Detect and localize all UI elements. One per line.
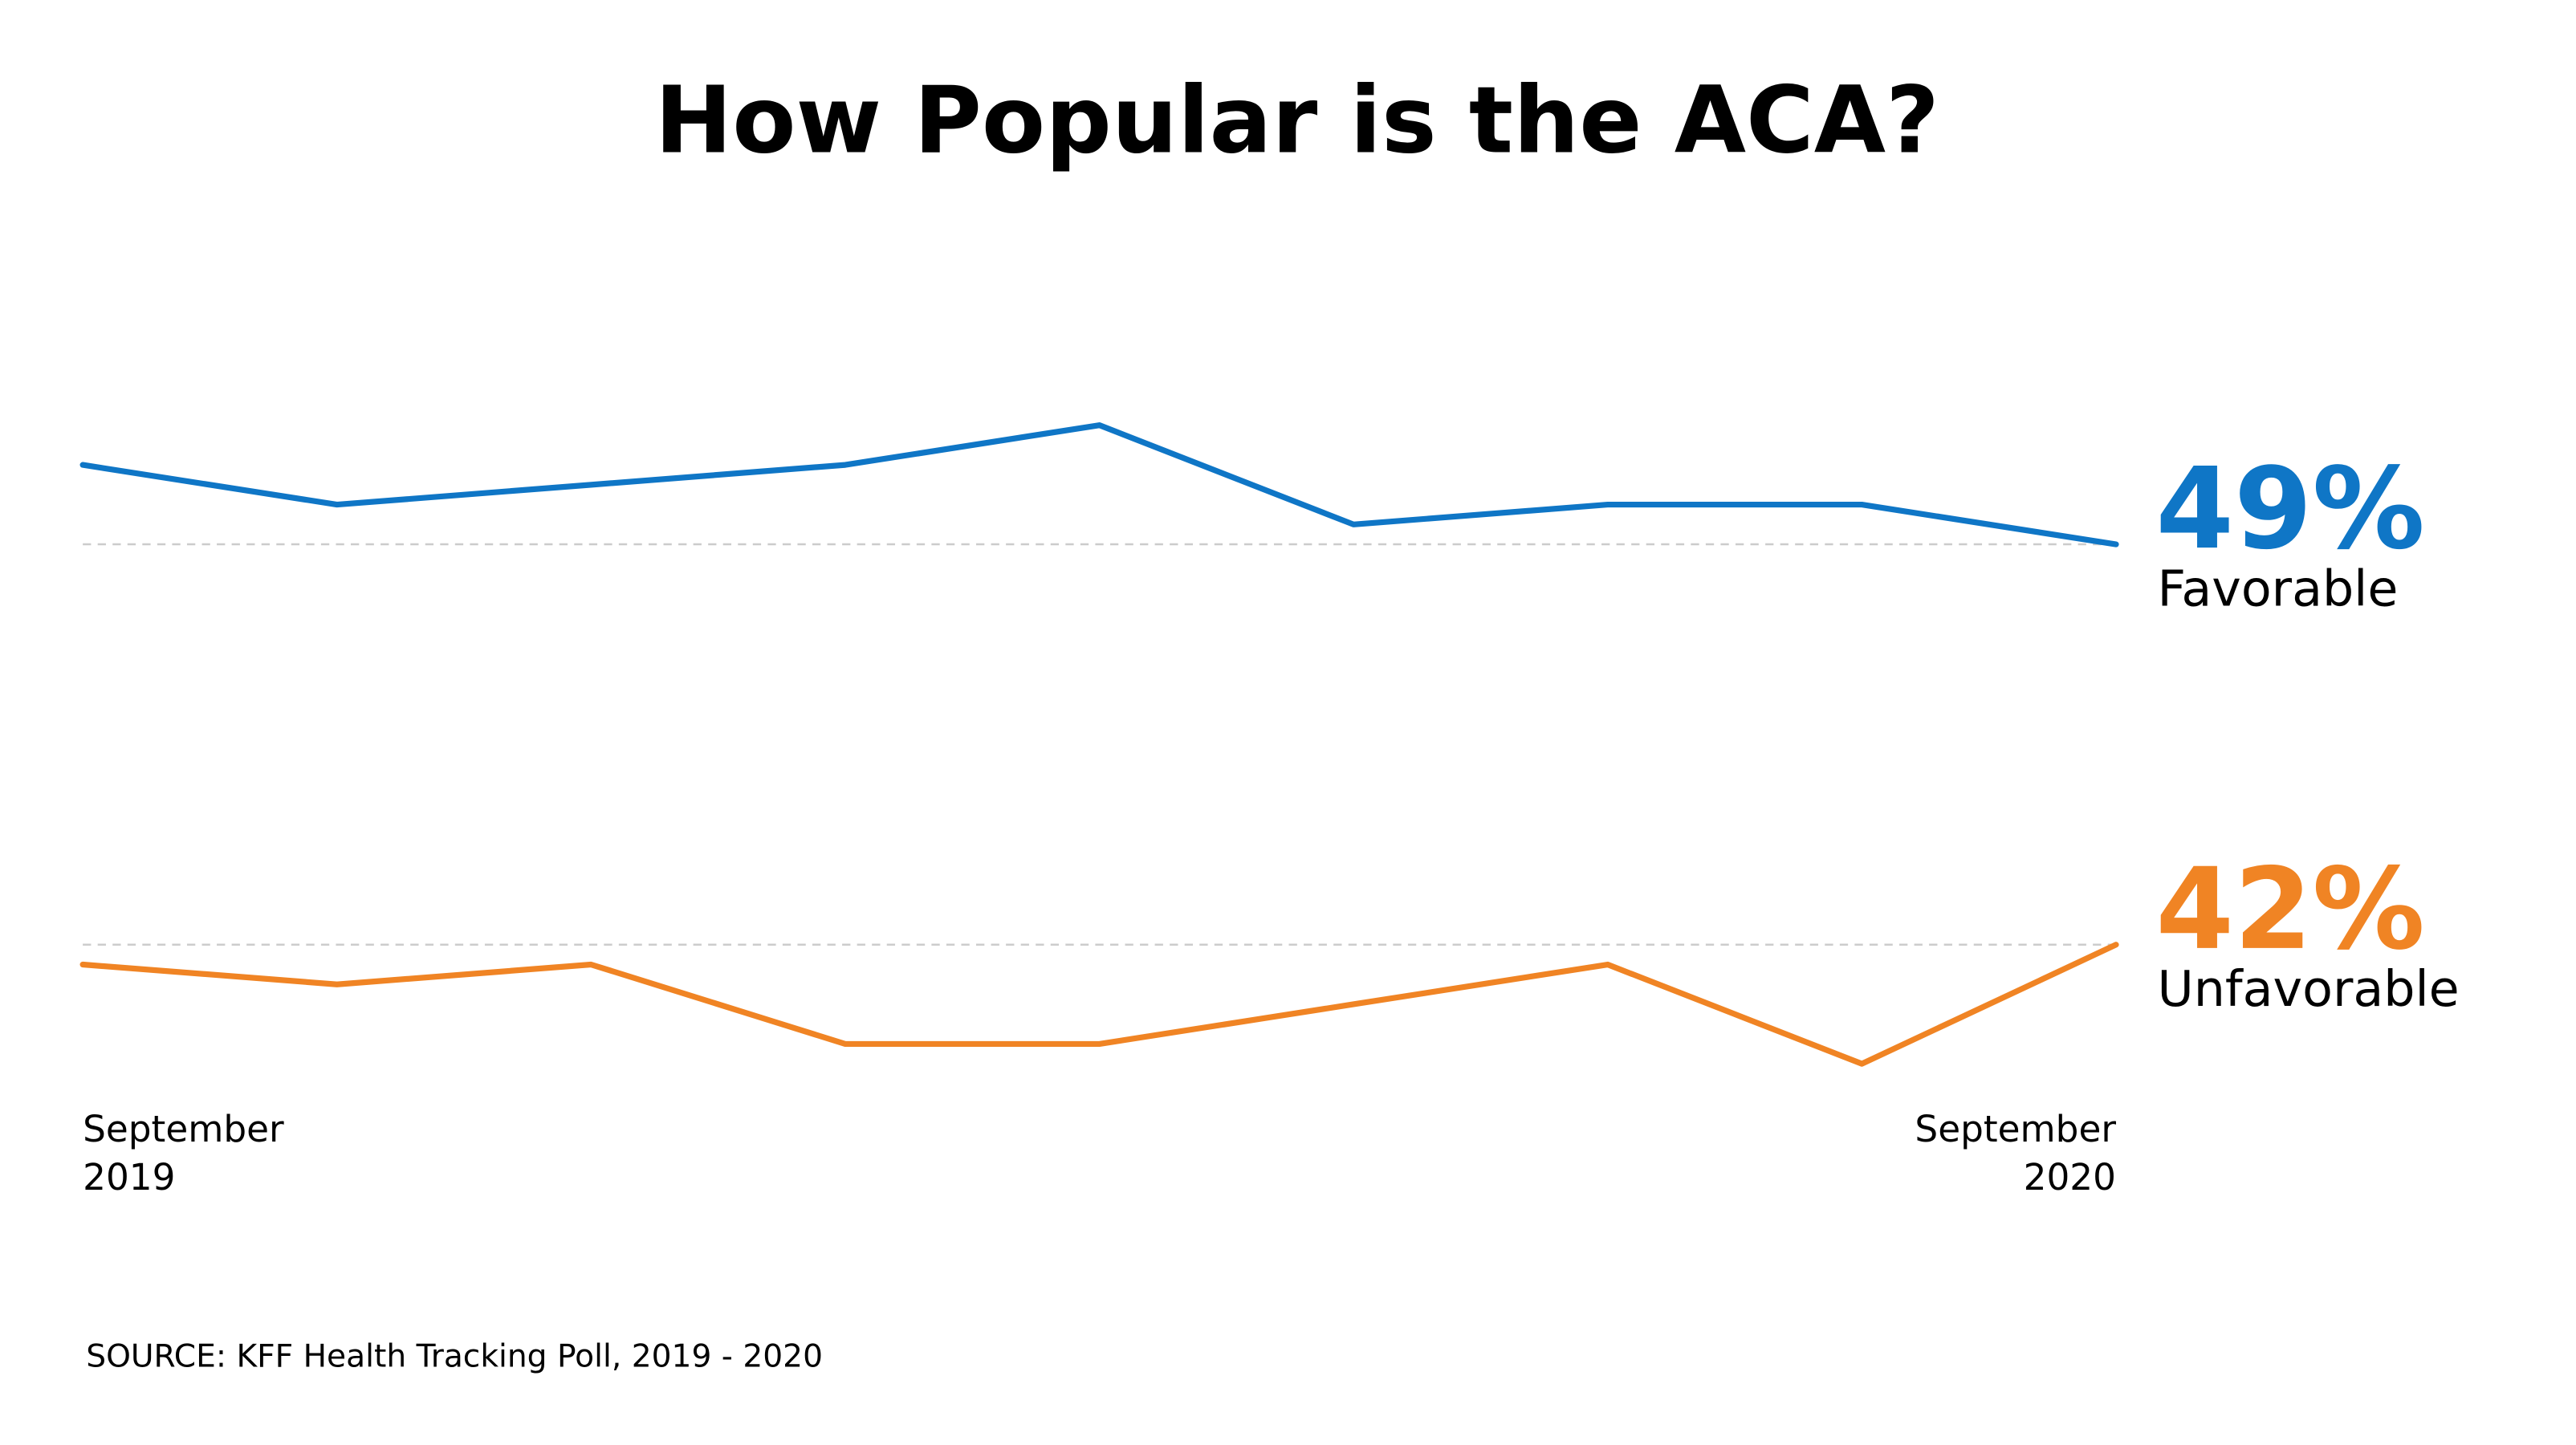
x-tick-label: September 2020 [1915,1108,2116,1199]
series-line [79,422,2119,547]
series-label: Favorable [2158,560,2399,617]
value-label: 49% [2155,444,2424,575]
series-label: Unfavorable [2158,960,2460,1018]
chart-title: How Popular is the ACA? [655,67,1939,175]
x-tick-label: September 2019 [83,1108,284,1199]
series-line [79,942,2119,1067]
source-note: SOURCE: KFF Health Tracking Poll, 2019 -… [86,1338,823,1374]
value-label: 42% [2155,845,2424,975]
